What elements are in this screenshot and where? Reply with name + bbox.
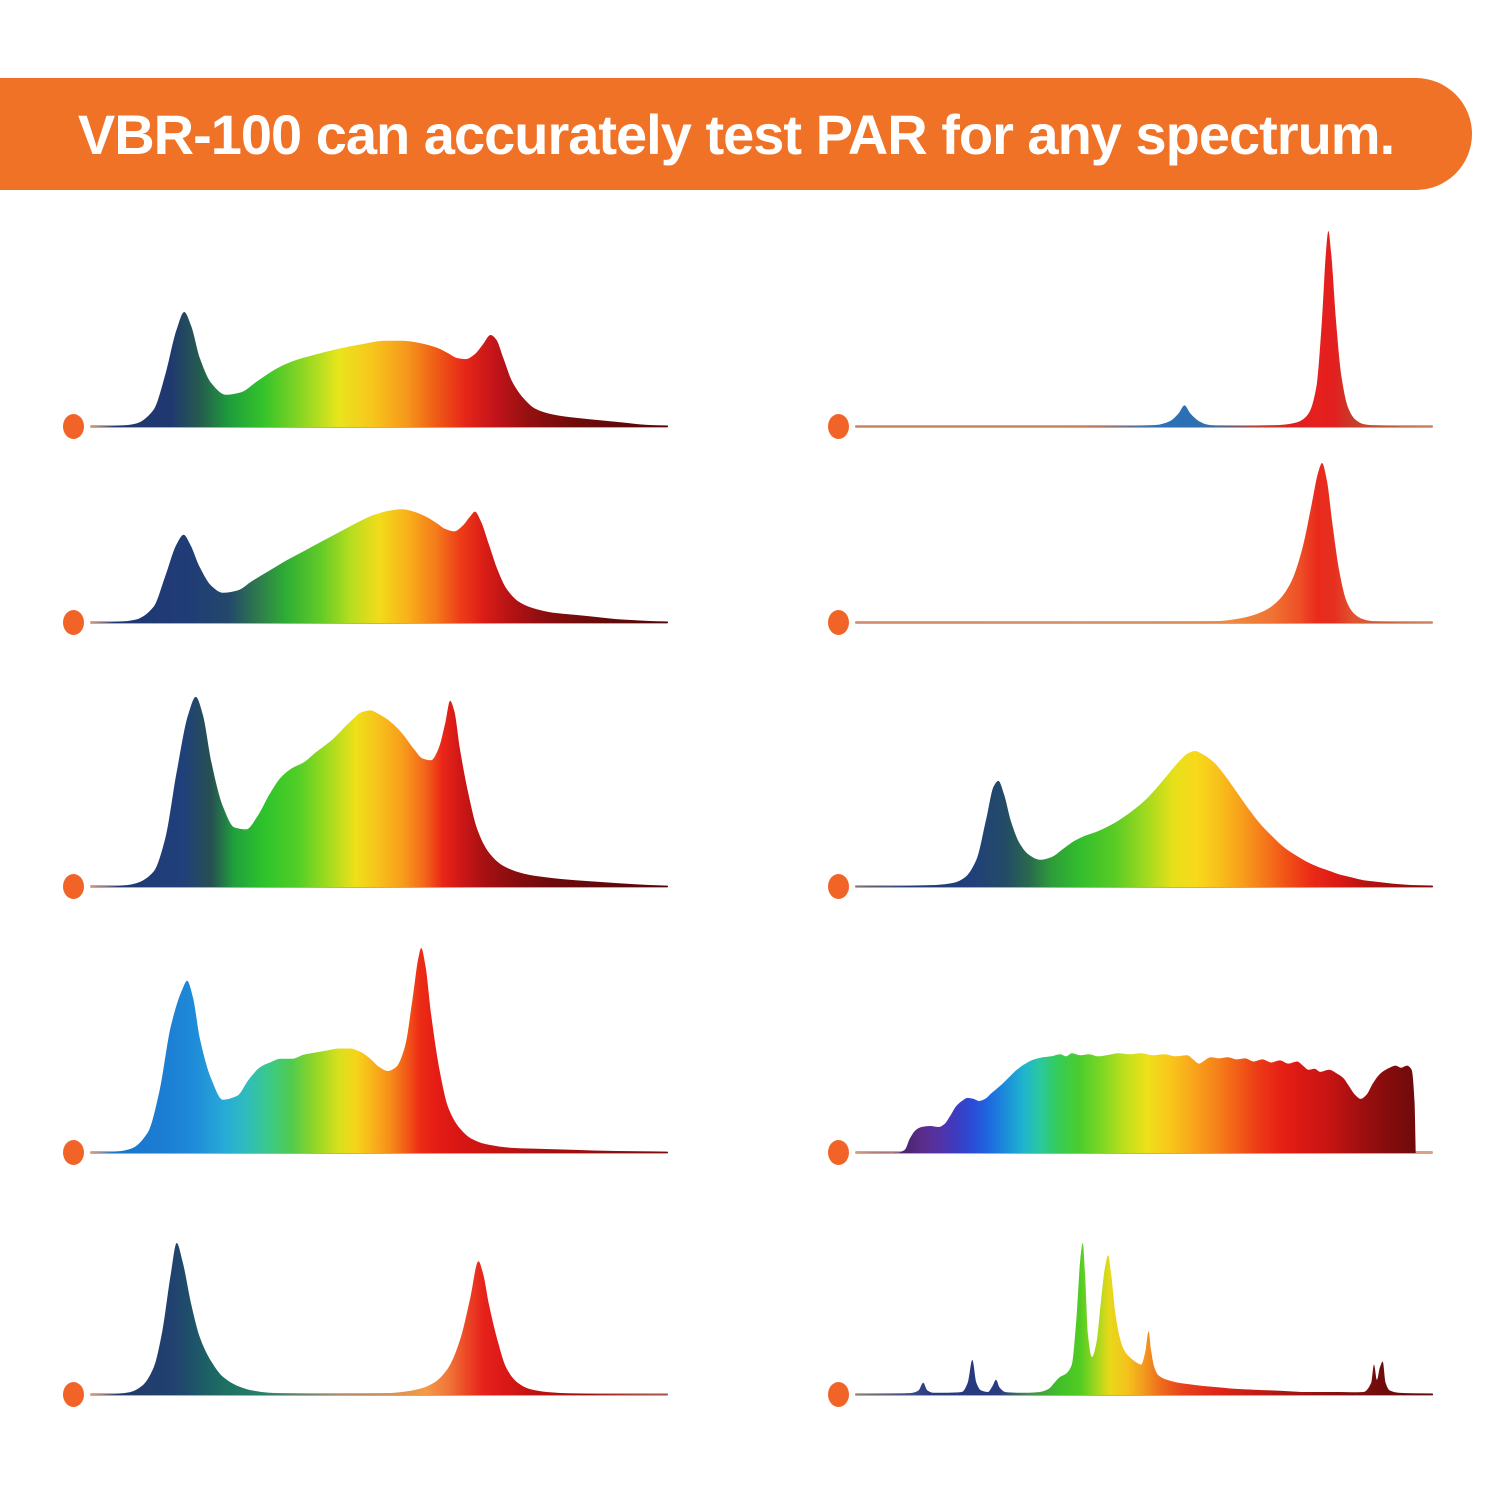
spectrum-area (90, 948, 668, 1153)
spectrum-curve (90, 312, 668, 427)
headline-banner: VBR-100 can accurately test PAR for any … (0, 78, 1472, 190)
bullet-dot (827, 1139, 849, 1165)
bullet-dot (827, 873, 849, 899)
bullet-dot (62, 609, 84, 635)
spectrum-area (855, 1243, 1433, 1395)
spectrum-curve (90, 948, 668, 1153)
bullet-dot (827, 609, 849, 635)
spectrum-curve (855, 1243, 1433, 1395)
bullet-dot (62, 1381, 84, 1407)
spectrum-area (855, 463, 1433, 623)
spectrum-curve (855, 463, 1433, 623)
headline-text: VBR-100 can accurately test PAR for any … (77, 102, 1395, 166)
bullet-dot (62, 413, 84, 439)
spectrum-curve (855, 751, 1433, 887)
spectrum-curve (855, 231, 1433, 427)
spectrum-curve (90, 509, 668, 623)
spectrum-curve (90, 696, 668, 887)
spectrum-area (90, 696, 668, 887)
bullet-dot (62, 873, 84, 899)
spectrum-area (855, 1053, 1416, 1153)
axis-baseline (90, 1151, 668, 1154)
axis-baseline (90, 425, 668, 428)
bullet-dot (62, 1139, 84, 1165)
axis-baseline (855, 885, 1433, 888)
axis-baseline (855, 1393, 1433, 1396)
axis-baseline (90, 621, 668, 624)
bullet-dot (827, 413, 849, 439)
axis-baseline (855, 1151, 1433, 1154)
spectrum-area (855, 231, 1433, 427)
spectrum-area (90, 312, 668, 427)
bullet-dot (827, 1381, 849, 1407)
spectrum-curve (90, 1243, 668, 1395)
spectrum-area (855, 751, 1433, 887)
axis-baseline (855, 621, 1433, 624)
axis-baseline (90, 885, 668, 888)
spectrum-curve (855, 1053, 1416, 1153)
spectrum-area (90, 1243, 668, 1395)
axis-baseline (90, 1393, 668, 1396)
axis-baseline (855, 425, 1433, 428)
spectrum-area (90, 509, 668, 623)
